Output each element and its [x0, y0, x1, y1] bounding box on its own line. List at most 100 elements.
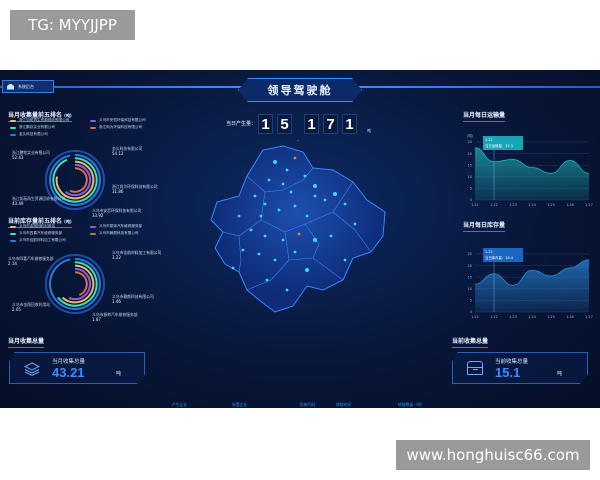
area-fill: [475, 259, 589, 312]
map-marker: [273, 258, 277, 262]
donut-label-value: 2.14: [8, 261, 17, 266]
current-total-label: 当前收集总量: [495, 359, 529, 365]
map-marker: [231, 266, 235, 270]
legend-label: 金久科技有限公司: [19, 132, 48, 136]
map-marker: [263, 202, 267, 206]
month-total-title: 当月收集总量: [8, 336, 45, 348]
legend-label: 浙江尚为环保科技有限公司: [99, 125, 143, 129]
legend-item[interactable]: 义乌市安哲环保科技有限公司: [90, 118, 146, 123]
map-marker: [237, 214, 241, 218]
watermark-top: TG: MYYJJPP: [10, 10, 135, 40]
donut-arc: [68, 267, 92, 301]
map-marker: [343, 258, 347, 262]
donut-arc: [55, 160, 95, 200]
x-tick-label: 1.21: [471, 203, 479, 207]
map-marker: [267, 178, 271, 182]
donut-label-name: 义乌市安哲环保科技有限公司: [92, 208, 142, 213]
donut-label-name: 义乌市赖颜科技有限公司: [112, 294, 154, 299]
legend-item[interactable]: 义乌市振帅汽车维修服务部: [90, 224, 142, 229]
legend-item[interactable]: 义乌市四喜汽车维修服务部: [10, 231, 62, 236]
legend-item[interactable]: 浙江鹏钦实业有限公司: [10, 125, 55, 130]
map-marker: [313, 184, 317, 188]
daily-transport-chart: (吨) 0 5 10 15 20 25 1.21 1.22 1.23 1.24 1.25 1.26 1.2…: [467, 133, 593, 207]
donut-arc: [57, 261, 98, 307]
collect-rank-title: 当月收集量前五排名 (吨): [8, 110, 72, 122]
watermark-bottom: www.honghuisc66.com: [396, 440, 590, 470]
donut-label-value: 2.05: [12, 307, 21, 312]
y-tick-label: 5: [470, 299, 472, 303]
region-map[interactable]: [195, 140, 395, 315]
month-total-value: 43.21: [52, 365, 85, 380]
month-total-unit: 吨: [116, 371, 122, 377]
stock-rank-title: 当前库存量前五排名 (吨): [8, 216, 72, 228]
daily-stock-title: 当月每日库存量: [463, 220, 506, 232]
map-marker: [289, 190, 293, 194]
x-tick-label: 1.24: [528, 203, 537, 207]
map-marker: [305, 268, 309, 272]
box-icon: [467, 361, 483, 375]
column-header: 危废代码: [300, 401, 316, 407]
donut-arc: [61, 264, 95, 304]
donut-arc: [69, 167, 88, 193]
donut-label-name: 义乌市佳韵材料加工有限公司: [112, 250, 162, 255]
x-tick-label: 1.26: [566, 315, 574, 319]
donut-arc: [64, 163, 92, 197]
tooltip-date: 1.22: [485, 138, 493, 142]
donut-arc: [49, 258, 101, 310]
x-tick-label: 1.27: [585, 203, 593, 207]
current-total-card: 当前收集总量 15.1 吨: [452, 352, 588, 384]
map-marker: [329, 234, 333, 238]
legend-label: 义乌市金翔回收利用站: [19, 224, 55, 228]
legend-swatch: [10, 225, 16, 228]
map-marker: [265, 278, 269, 282]
y-tick-label: 5: [470, 187, 472, 191]
donut-outer-ring: [45, 150, 105, 210]
x-tick-label: 1.27: [585, 315, 593, 319]
map-marker: [281, 238, 285, 242]
home-icon: [7, 83, 14, 90]
y-tick-label: 20: [468, 264, 472, 268]
counter-digit: 1: [304, 114, 319, 134]
legend-item[interactable]: 金久科技有限公司: [10, 132, 48, 137]
x-tick-label: 1.25: [547, 315, 555, 319]
y-axis-label: (吨): [467, 133, 474, 138]
legend-item[interactable]: 义乌市佳韵材料加工有限公司: [10, 238, 66, 243]
map-marker: [293, 156, 297, 160]
map-marker: [257, 252, 261, 256]
x-tick-label: 1.26: [566, 203, 574, 207]
legend-item[interactable]: 浙江如苑再生资源回收有限公司: [10, 118, 69, 123]
donut-label-value: 33.92: [92, 213, 104, 218]
donut-label-value: 43.49: [12, 201, 24, 206]
current-total-value: 15.1: [495, 365, 521, 380]
map-markers: [231, 156, 357, 292]
map-marker: [305, 214, 309, 218]
page-title: 领导驾驶舱: [267, 84, 333, 97]
donut-label-name: 金久科技有限公司: [112, 146, 143, 151]
column-header: 产生企业: [172, 401, 188, 407]
legend-swatch: [90, 225, 96, 228]
system-button-label: 系统后台: [18, 83, 34, 89]
donut-label-name: 浙江鹏钦实业有限公司: [12, 150, 50, 155]
y-tick-label: 0: [470, 198, 472, 202]
legend-item[interactable]: 义乌市赖颜科技有限公司: [90, 231, 139, 236]
map-marker: [293, 204, 297, 208]
donut-label-value: 54.12: [112, 151, 124, 156]
legend-item[interactable]: 浙江尚为环保科技有限公司: [90, 125, 142, 130]
legend-label: 义乌市四喜汽车维修服务部: [19, 231, 63, 235]
today-output-label: 当日产生量：: [226, 121, 257, 127]
map-marker: [333, 192, 337, 196]
legend-swatch: [10, 119, 16, 122]
legend-item[interactable]: 义乌市金翔回收利用站: [10, 224, 55, 229]
map-marker: [285, 288, 289, 292]
system-button[interactable]: 系统后台: [2, 80, 54, 93]
legend-label: 义乌市振帅汽车维修服务部: [99, 224, 143, 228]
counter-digit: 5: [277, 114, 292, 134]
map-marker: [353, 222, 357, 226]
map-marker: [277, 208, 281, 212]
map-marker: [259, 214, 263, 218]
